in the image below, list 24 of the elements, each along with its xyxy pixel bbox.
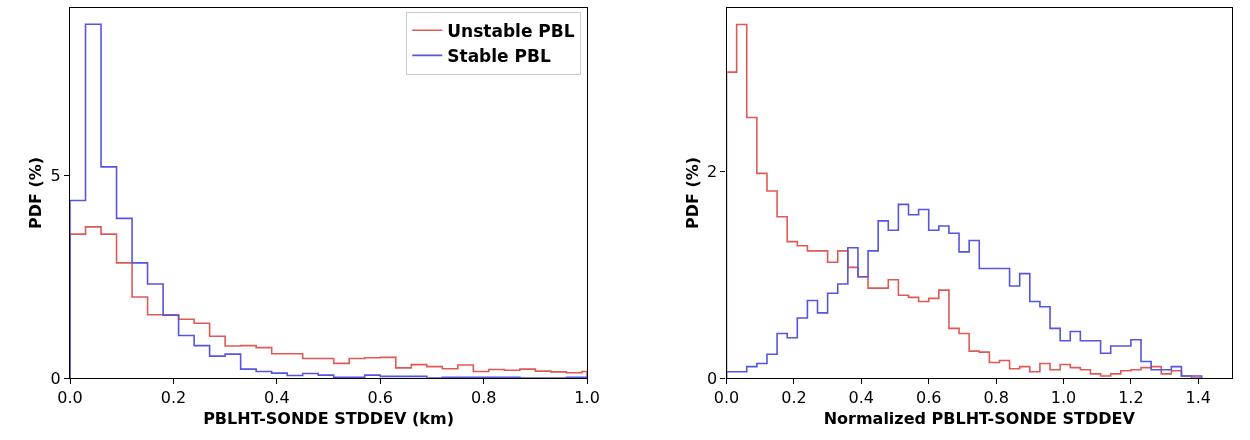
x-tick-label: 0.4 <box>848 388 875 408</box>
x-tick-label: 0.6 <box>915 388 942 408</box>
x-tick-label: 0.8 <box>470 388 497 408</box>
x-tick-label: 0.0 <box>57 388 83 408</box>
x-tick-label: 0.2 <box>160 388 187 408</box>
x-tick-label: 0.2 <box>781 388 807 408</box>
y-axis-title: PDF (%) <box>682 156 702 230</box>
x-tick-label: 0.4 <box>264 388 290 408</box>
x-tick-label: 0.0 <box>713 388 740 408</box>
x-tick-label: 1.4 <box>1185 388 1212 408</box>
x-axis-title: Normalized PBLHT-SONDE STDDEV <box>823 409 1136 428</box>
y-tick-label: 2 <box>707 161 718 181</box>
x-tick-label: 0.6 <box>367 388 393 408</box>
legend-label: Stable PBL <box>447 45 551 66</box>
x-tick-label: 1.0 <box>574 388 600 408</box>
legend-label: Unstable PBL <box>447 20 575 41</box>
y-tick-label: 0 <box>50 368 61 388</box>
y-tick-label: 5 <box>50 165 61 185</box>
x-tick-label: 1.0 <box>1050 388 1077 408</box>
x-axis-title: PBLHT-SONDE STDDEV (km) <box>203 409 454 428</box>
y-tick-label: 0 <box>707 368 718 388</box>
y-axis-title: PDF (%) <box>26 156 46 230</box>
x-tick-label: 0.8 <box>983 388 1009 408</box>
x-tick-label: 1.2 <box>1118 388 1144 408</box>
